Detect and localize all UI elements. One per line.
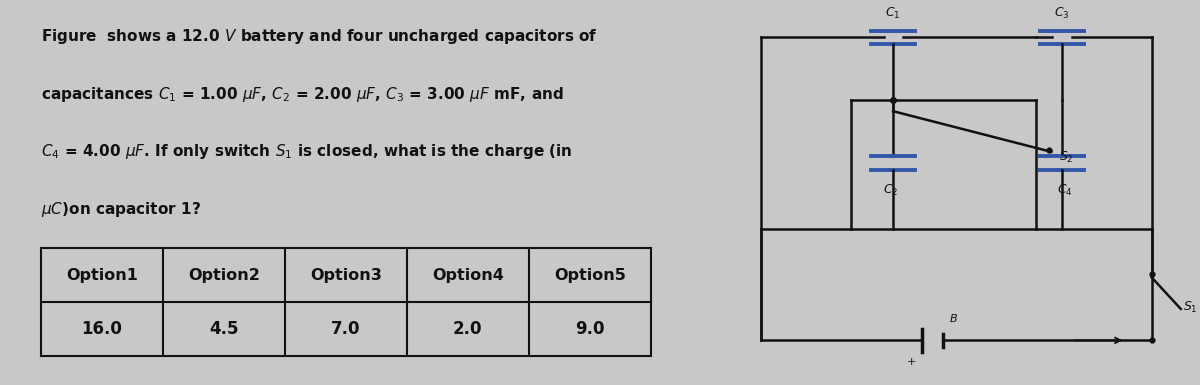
Text: $C_3$: $C_3$	[1054, 5, 1070, 21]
Text: $C_2$: $C_2$	[883, 183, 898, 198]
Text: B: B	[950, 314, 958, 324]
Text: $S_1$: $S_1$	[1183, 300, 1198, 315]
Text: capacitances $C_1$ = 1.00 $\mu F$, $C_2$ = 2.00 $\mu F$, $C_3$ = 3.00 $\mu F$ mF: capacitances $C_1$ = 1.00 $\mu F$, $C_2$…	[41, 85, 563, 104]
Text: $C_4$ = 4.00 $\mu F$. If only switch $S_1$ is closed, what is the charge (in: $C_4$ = 4.00 $\mu F$. If only switch $S_…	[41, 142, 572, 161]
Text: $\mu C$)on capacitor 1?: $\mu C$)on capacitor 1?	[41, 200, 200, 219]
Text: 2.0: 2.0	[454, 320, 482, 338]
Text: $C_4$: $C_4$	[1057, 183, 1073, 198]
Text: Option4: Option4	[432, 268, 504, 283]
Text: 16.0: 16.0	[82, 320, 122, 338]
Text: $C_1$: $C_1$	[886, 5, 901, 21]
Text: Option2: Option2	[188, 268, 259, 283]
Text: 7.0: 7.0	[331, 320, 360, 338]
Text: Figure  shows a 12.0 $V$ battery and four uncharged capacitors of: Figure shows a 12.0 $V$ battery and four…	[41, 27, 598, 46]
Text: Option3: Option3	[310, 268, 382, 283]
Text: Option1: Option1	[66, 268, 138, 283]
Text: 4.5: 4.5	[209, 320, 239, 338]
Text: $S_2$: $S_2$	[1060, 150, 1074, 165]
Text: Option5: Option5	[554, 268, 625, 283]
Text: +: +	[907, 357, 917, 367]
Text: 9.0: 9.0	[575, 320, 605, 338]
